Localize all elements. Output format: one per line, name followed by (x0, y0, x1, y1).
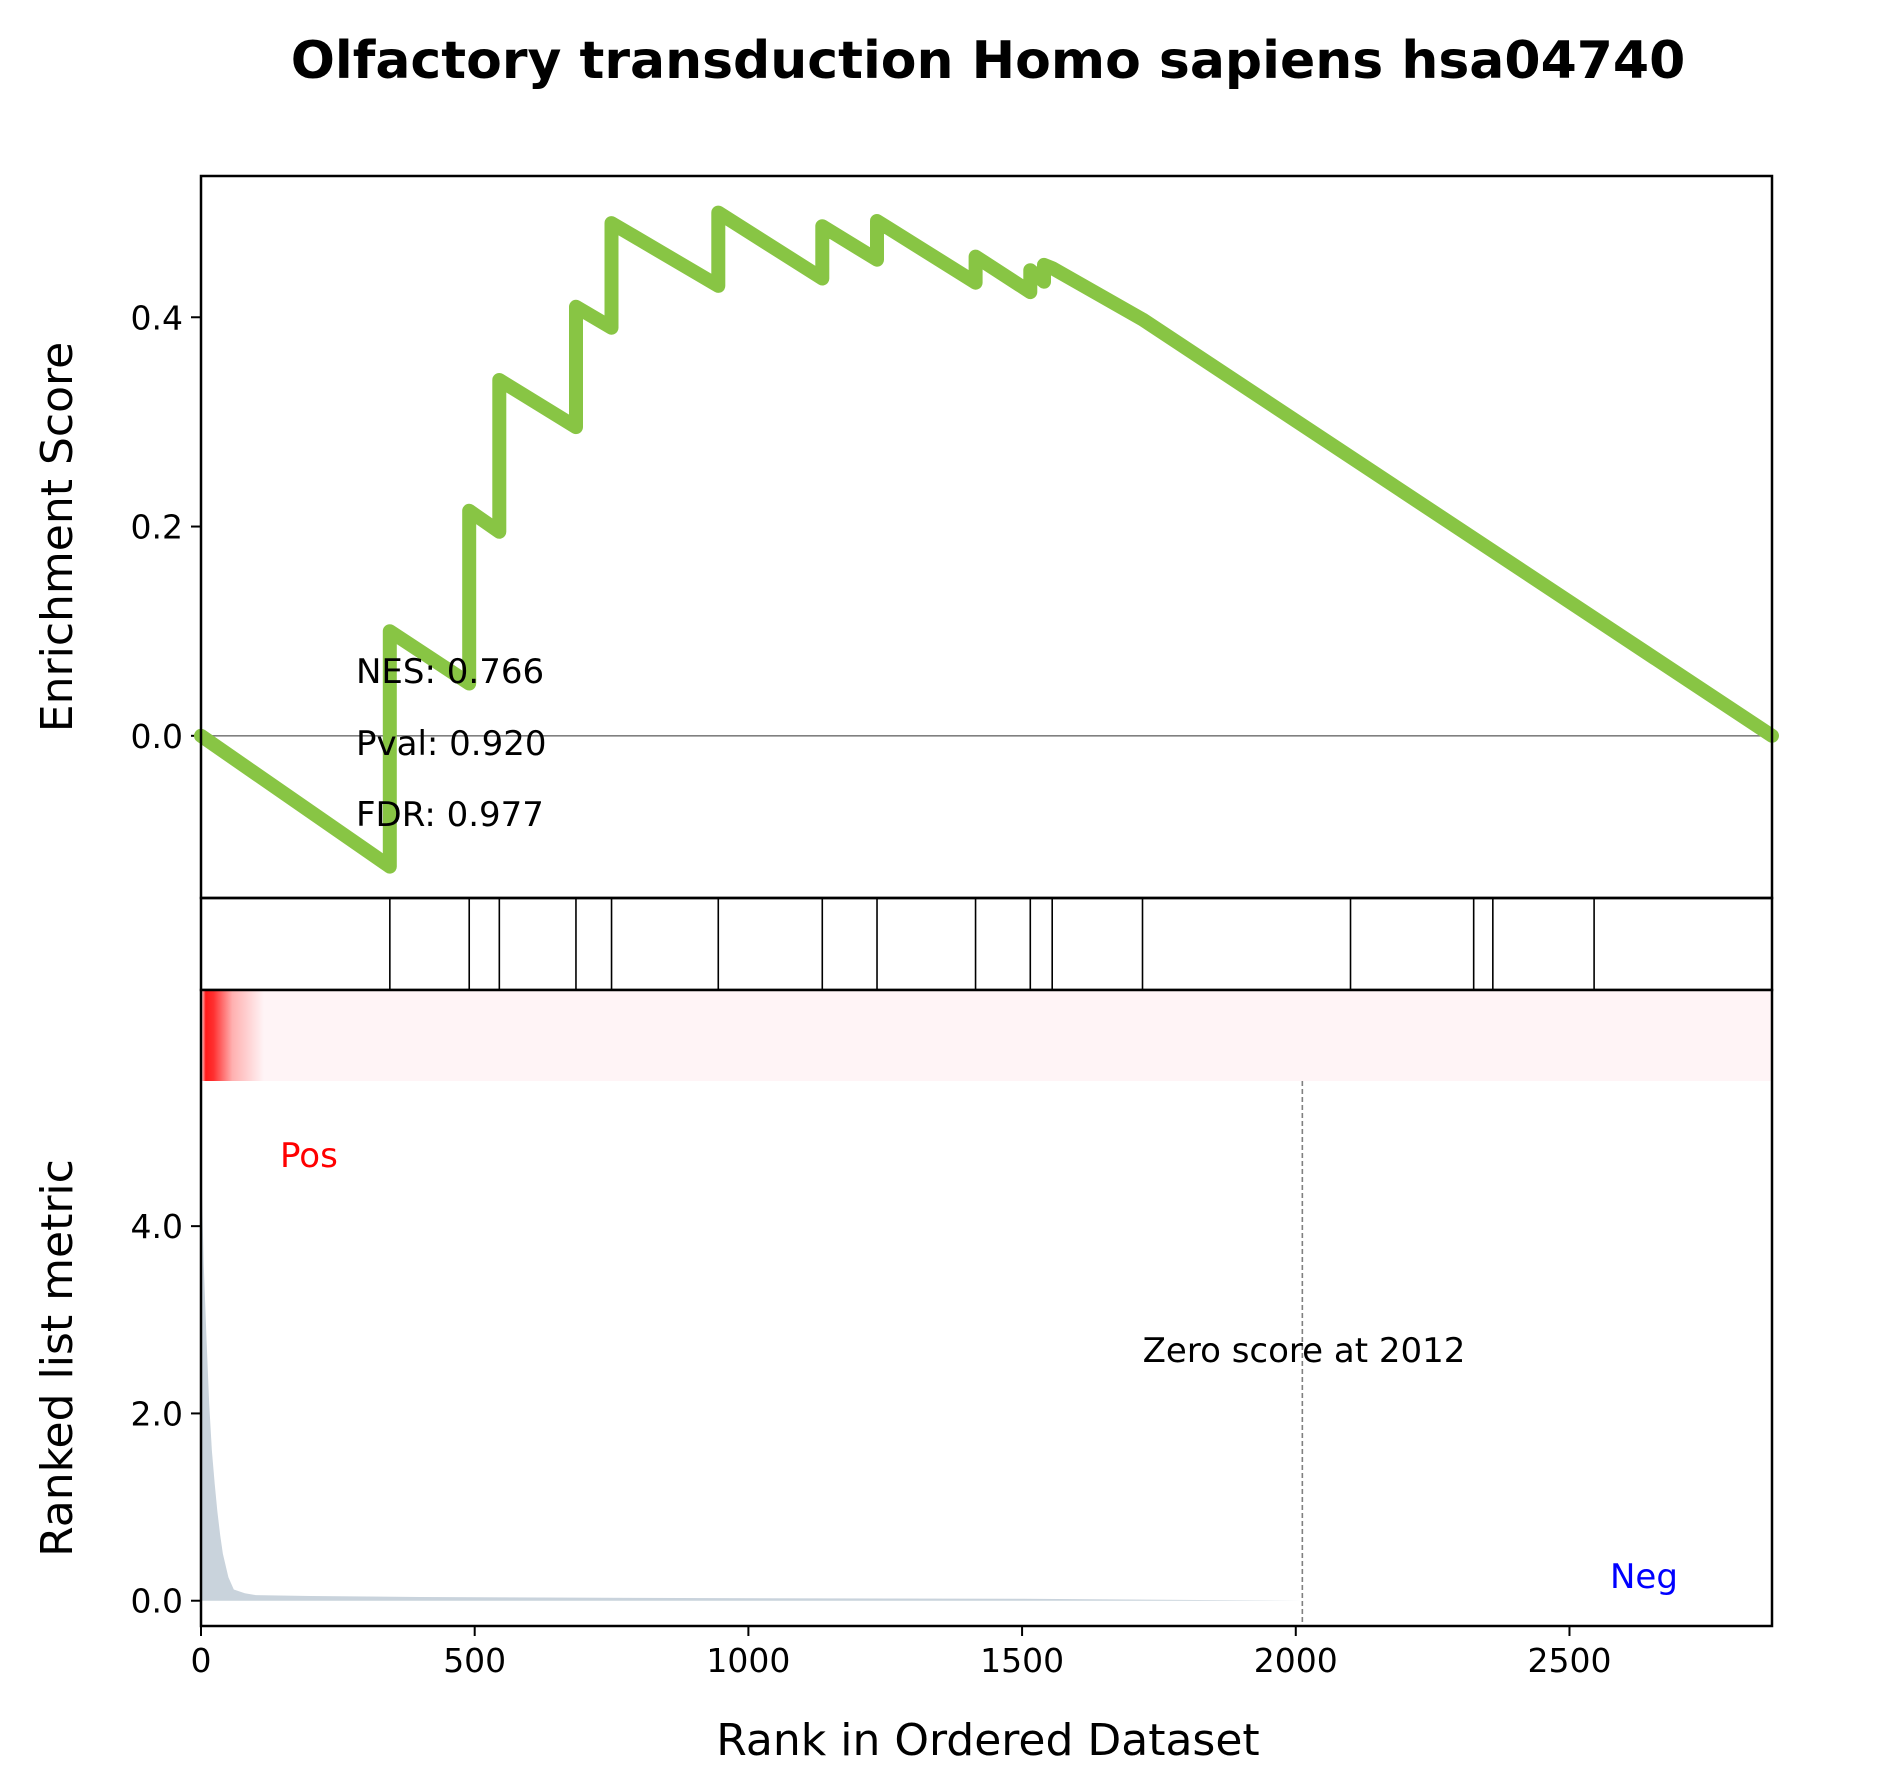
pval-stat: Pval: 0.920 (356, 724, 547, 764)
x-axis-label: Rank in Ordered Dataset (716, 1715, 1259, 1766)
metric-y-ticks: 0.0 2.0 4.0 (131, 1207, 201, 1621)
zero-score-label: Zero score at 2012 (1143, 1331, 1466, 1371)
metric-y-tick-label: 0.0 (131, 1582, 183, 1621)
pos-label: Pos (280, 1136, 338, 1176)
neg-label: Neg (1610, 1557, 1678, 1597)
metric-y-tick-label: 4.0 (131, 1207, 183, 1246)
es-curve (194, 205, 1779, 874)
hits-panel-frame (199, 896, 1774, 992)
es-y-tick-label: 0.2 (131, 508, 183, 547)
es-y-tick-label: 0.4 (131, 298, 183, 337)
x-tick-label: 1000 (706, 1641, 790, 1680)
es-y-tick-label: 0.0 (131, 717, 183, 756)
hits-panel (199, 896, 1774, 992)
x-tick-label: 2000 (1254, 1641, 1338, 1680)
rank-heatmap (201, 990, 1772, 1081)
x-tick-label: 0 (191, 1641, 212, 1680)
es-y-ticks: 0.0 0.2 0.4 (131, 298, 201, 756)
x-axis-ticks: 0 500 1000 1500 2000 2500 (191, 1626, 1611, 1680)
metric-y-axis-label: Ranked list metric (32, 1159, 83, 1557)
chart-title: Olfactory transduction Homo sapiens hsa0… (291, 31, 1686, 91)
metric-panel: Zero score at 2012 Pos Neg 0.0 2.0 4.0 Ran… (32, 988, 1774, 1628)
es-panel: 0.0 0.2 0.4 NES: 0.766 Pval: 0.920 FDR: 0.… (32, 174, 1779, 900)
nes-stat: NES: 0.766 (356, 652, 544, 692)
gene-hit-lines (389, 898, 1595, 990)
x-tick-label: 500 (443, 1641, 506, 1680)
fdr-stat: FDR: 0.977 (356, 795, 544, 835)
metric-area (201, 1123, 1772, 1601)
es-y-axis-label: Enrichment Score (32, 342, 83, 732)
metric-panel-frame (199, 988, 1774, 1628)
metric-y-tick-label: 2.0 (131, 1394, 183, 1433)
es-panel-frame (199, 174, 1774, 900)
x-tick-label: 1500 (980, 1641, 1064, 1680)
x-tick-label: 2500 (1527, 1641, 1611, 1680)
